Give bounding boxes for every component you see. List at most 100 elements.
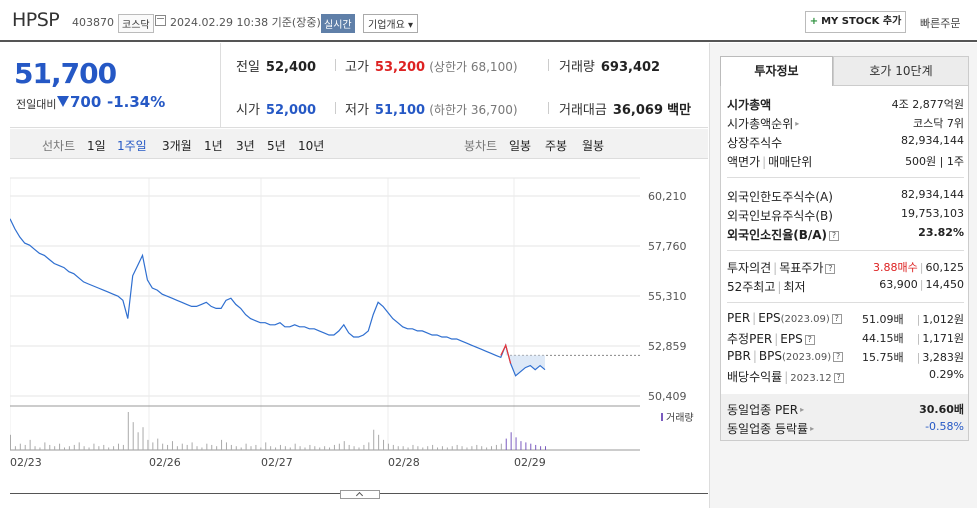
divider [548,59,549,71]
volume-bar [265,442,267,450]
volume-bar [358,447,360,450]
x-tick-label: 02/26 [149,456,181,469]
high-value: 53,200 [374,60,426,75]
volume-bar [103,444,105,450]
help-icon[interactable]: ? [825,264,836,274]
price-chart[interactable]: 60,210 57,760 55,310 52,859 50,409 거래량 02/23 02… [9,160,708,490]
help-icon[interactable]: ? [831,314,842,324]
price-summary: 51,700 전일대비 700 -1.34% 전일 52,400 고가 53,200… [10,43,708,128]
volume-bar [88,447,90,450]
volume-bar [39,447,41,450]
lower-limit: (하한가 36,700) [429,103,518,117]
per-value: 51.09배 [862,313,904,326]
volume-bar [245,443,247,450]
volume-bar [78,442,80,450]
y-tick-label: 52,859 [648,340,687,353]
quick-order-link[interactable]: 빠른주문 [920,17,961,30]
low-label: 저가 [345,103,369,118]
volume-bar [520,441,522,450]
volume-bar [206,443,208,450]
divider [727,250,964,251]
pbr-year: (2023.09) [781,352,832,363]
volume-bar [343,441,345,450]
candle-monthly[interactable]: 월봉 [582,139,605,153]
arrow-right-icon[interactable]: ▸ [795,119,800,128]
collapse-toggle[interactable] [340,490,380,499]
arrow-right-icon[interactable]: ▸ [810,424,815,433]
bps-label: BPS [758,349,782,363]
opinion-label: 투자의견 [727,261,772,275]
opinion-value: 3.88매수 [873,261,918,274]
high52-value: 63,900 [879,278,918,291]
y-tick-label: 57,760 [648,240,687,253]
volume-bar [333,444,335,450]
pbr-value: 15.75배 [862,351,904,364]
volume-legend-swatch [661,413,663,421]
live-badge[interactable]: 실시간 [321,14,355,33]
period-3y[interactable]: 3년 [236,139,255,153]
help-icon[interactable]: ? [804,335,815,345]
volume-bar [378,434,380,450]
y-tick-label: 50,409 [648,390,687,403]
volume-bar [240,447,242,450]
par-label: 액면가 [727,155,761,169]
help-icon[interactable]: ? [833,352,844,362]
volume-bar [432,444,434,450]
dividend-value: 0.29% [929,368,964,381]
help-icon[interactable]: ? [829,231,840,241]
calendar-icon [155,15,166,26]
volume-bar [10,434,11,450]
open-value: 52,000 [265,103,317,118]
est-per-row: 추정PER | EPS? 44.15배 | 1,171원 [727,332,964,346]
arrow-right-icon[interactable]: ▸ [800,405,805,414]
period-10y[interactable]: 10년 [298,139,325,153]
company-overview-dropdown[interactable]: 기업개요 ▾ [363,14,418,33]
volume-label: 거래량 [559,60,595,75]
change-percent: -1.34% [107,93,166,111]
volume-bar [407,447,409,450]
shares-label: 상장주식수 [727,136,783,150]
x-tick-label: 02/23 [10,456,42,469]
period-5y[interactable]: 5년 [267,139,286,153]
est-eps-value: 1,171원 [922,332,964,345]
volume-bar [476,444,478,450]
industry-change-value: -0.58% [925,420,964,433]
industry-per-label: 동일업종 PER [727,403,799,417]
period-1y[interactable]: 1년 [204,139,223,153]
divider [335,102,336,114]
period-1w[interactable]: 1주일 [117,139,147,153]
industry-per-row: 동일업종 PER ▸ 30.60배 [727,401,964,418]
volume-bar [54,446,56,450]
volume-bar [324,446,326,450]
volume-bar [481,446,483,450]
volume-bar [127,412,129,450]
volume-bar [260,447,262,450]
candle-daily[interactable]: 일봉 [509,139,532,153]
period-1d[interactable]: 1일 [87,139,106,153]
volume-bar [299,446,301,450]
volume-bar [495,444,497,450]
market-badge: 코스닥 [118,14,154,33]
invest-info-box: 시가총액 4조 2,877억원 시가총액순위 ▸ 코스닥 7위 상장주식수 82,… [720,86,969,441]
volume-bar [196,446,198,450]
tab-invest-info[interactable]: 투자정보 [720,56,833,86]
volume-bar [284,446,286,450]
my-stock-add-button[interactable]: + MY STOCK 추가 [805,11,906,33]
volume-bar [314,446,316,450]
candle-weekly[interactable]: 주봉 [545,139,568,153]
help-icon[interactable]: ? [833,373,844,383]
volume-bar [176,446,178,450]
volume-bar [235,446,237,450]
info-panel: 투자정보 호가 10단계 시가총액 4조 2,877억원 시가총액순위 ▸ 코스닥… [709,43,977,508]
volume-bar [363,444,365,450]
volume-bar [387,443,389,450]
period-3m[interactable]: 3개월 [162,139,192,153]
y-tick-label: 60,210 [648,190,687,203]
volume-bar [422,447,424,450]
est-per-label: 추정PER [727,332,773,346]
volume-bar [500,443,502,450]
tab-orderbook-10[interactable]: 호가 10단계 [833,56,969,86]
high52-label: 52주최고 [727,280,776,294]
volume-bar [491,446,493,450]
divider [727,177,964,178]
